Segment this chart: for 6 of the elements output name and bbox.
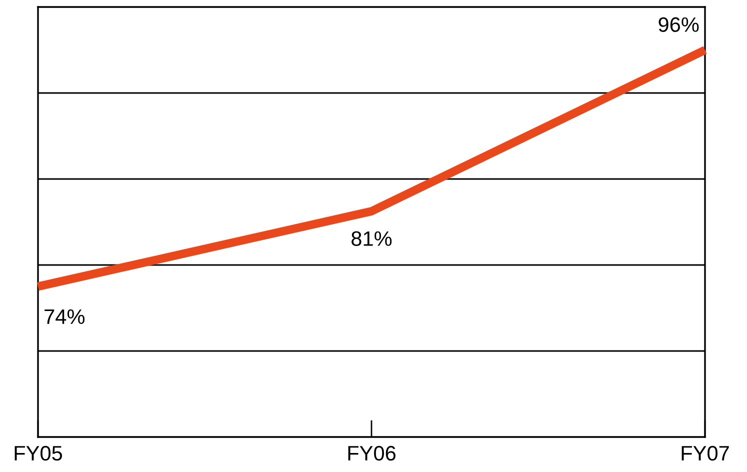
x-tick-label: FY05 bbox=[14, 446, 62, 461]
data-label: 96% bbox=[658, 17, 699, 32]
x-tick-label: FY07 bbox=[682, 446, 729, 461]
data-label: 81% bbox=[352, 231, 392, 246]
data-label: 74% bbox=[44, 309, 85, 324]
x-tick-label: FY06 bbox=[348, 446, 396, 461]
